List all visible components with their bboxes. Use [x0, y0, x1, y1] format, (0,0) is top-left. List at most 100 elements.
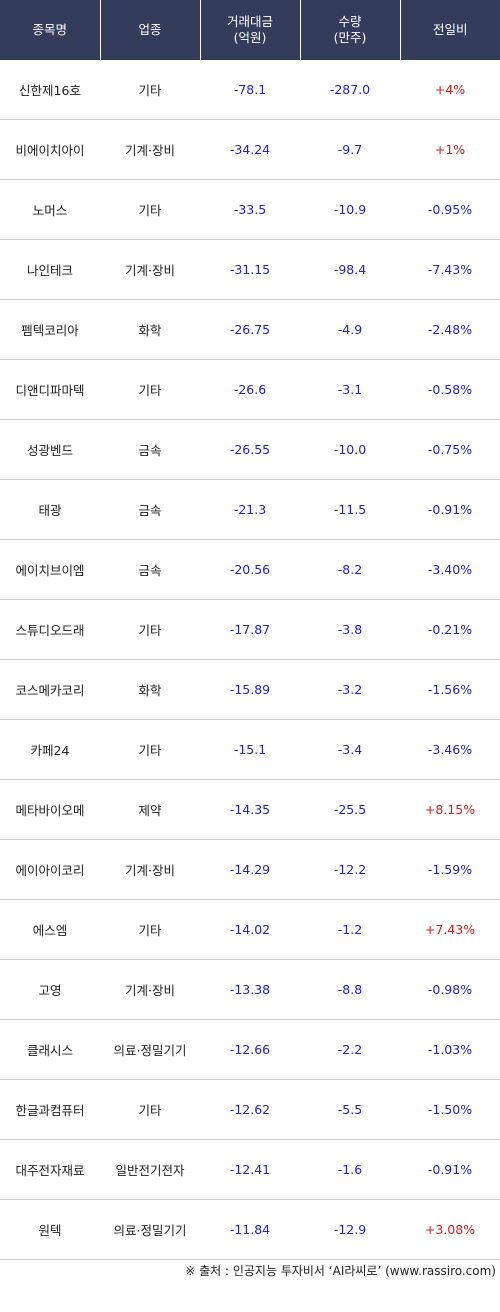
table-row: 태광 금속 -21.3 -11.5 -0.91% [0, 479, 500, 540]
change-cell: -1.59% [400, 839, 500, 900]
trade-value-cell: -26.6 [200, 359, 300, 420]
change-cell: -1.56% [400, 659, 500, 720]
table-row: 에스엠 기타 -14.02 -1.2 +7.43% [0, 899, 500, 960]
header-sector-label: 업종 [138, 22, 162, 37]
change-cell: -7.43% [400, 239, 500, 300]
table-row: 나인테크 기계·장비 -31.15 -98.4 -7.43% [0, 239, 500, 300]
stock-name-cell: 메타바이오메 [0, 779, 100, 840]
stock-name-cell: 에스엠 [0, 899, 100, 960]
table-row: 디앤디파마텍 기타 -26.6 -3.1 -0.58% [0, 359, 500, 420]
change-cell: -3.40% [400, 539, 500, 600]
sector-cell: 기계·장비 [100, 959, 200, 1020]
volume-cell: -9.7 [300, 119, 400, 180]
change-cell: -0.95% [400, 179, 500, 240]
trade-value-cell: -11.84 [200, 1199, 300, 1260]
stock-name-cell: 펨텍코리아 [0, 299, 100, 360]
change-cell: -0.21% [400, 599, 500, 660]
stock-name-cell: 성광벤드 [0, 419, 100, 480]
header-name-label: 종목명 [32, 22, 67, 37]
stock-name-cell: 나인테크 [0, 239, 100, 300]
stock-name-cell: 스튜디오드래 [0, 599, 100, 660]
sector-cell: 기계·장비 [100, 119, 200, 180]
table-header: 종목명 업종 거래대금 (억원) 수량 (만주) 전일비 [0, 0, 500, 60]
change-cell: -2.48% [400, 299, 500, 360]
stock-name-cell: 신한제16호 [0, 60, 100, 120]
change-cell: -3.46% [400, 719, 500, 780]
stock-name-cell: 노머스 [0, 179, 100, 240]
table-row: 에이아이코리 기계·장비 -14.29 -12.2 -1.59% [0, 839, 500, 900]
table-row: 한글과컴퓨터 기타 -12.62 -5.5 -1.50% [0, 1079, 500, 1140]
table-row: 성광벤드 금속 -26.55 -10.0 -0.75% [0, 419, 500, 480]
stock-name-cell: 디앤디파마텍 [0, 359, 100, 420]
table-row: 코스메카코리 화학 -15.89 -3.2 -1.56% [0, 659, 500, 720]
change-cell: +3.08% [400, 1199, 500, 1260]
header-value-line1: 거래대금 [226, 14, 273, 29]
table-row: 신한제16호 기타 -78.1 -287.0 +4% [0, 60, 500, 120]
table-row: 비에이치아이 기계·장비 -34.24 -9.7 +1% [0, 119, 500, 180]
trade-value-cell: -12.41 [200, 1139, 300, 1200]
stock-name-cell: 비에이치아이 [0, 119, 100, 180]
change-cell: -1.03% [400, 1019, 500, 1080]
sector-cell: 기타 [100, 719, 200, 780]
trade-value-cell: -26.55 [200, 419, 300, 480]
volume-cell: -12.2 [300, 839, 400, 900]
table-row: 스튜디오드래 기타 -17.87 -3.8 -0.21% [0, 599, 500, 660]
change-cell: +7.43% [400, 899, 500, 960]
header-change-label: 전일비 [432, 22, 468, 37]
source-note: ※ 출처 : 인공지능 투자비서 ‘AI라씨로’ (www.rassiro.co… [185, 1264, 496, 1278]
change-cell: -0.75% [400, 419, 500, 480]
header-value-line2: (억원) [233, 30, 267, 45]
table-row: 고영 기계·장비 -13.38 -8.8 -0.98% [0, 959, 500, 1020]
trade-value-cell: -12.66 [200, 1019, 300, 1080]
stock-name-cell: 카페24 [0, 719, 100, 780]
trade-value-cell: -17.87 [200, 599, 300, 660]
volume-cell: -25.5 [300, 779, 400, 840]
sector-cell: 기타 [100, 1079, 200, 1140]
sector-cell: 금속 [100, 419, 200, 480]
table-row: 노머스 기타 -33.5 -10.9 -0.95% [0, 179, 500, 240]
table-row: 메타바이오메 제약 -14.35 -25.5 +8.15% [0, 779, 500, 840]
volume-cell: -4.9 [300, 299, 400, 360]
trade-value-cell: -21.3 [200, 479, 300, 540]
header-change: 전일비 [400, 0, 500, 60]
table-row: 대주전자재료 일반전기전자 -12.41 -1.6 -0.91% [0, 1139, 500, 1200]
sector-cell: 제약 [100, 779, 200, 840]
change-cell: +1% [400, 119, 500, 180]
stock-name-cell: 원텍 [0, 1199, 100, 1260]
change-cell: +8.15% [400, 779, 500, 840]
trade-value-cell: -31.15 [200, 239, 300, 300]
header-volume: 수량 (만주) [300, 0, 401, 60]
volume-cell: -3.8 [300, 599, 400, 660]
trade-value-cell: -15.89 [200, 659, 300, 720]
stock-table: 종목명 업종 거래대금 (억원) 수량 (만주) 전일비 신한제16호 기타 -78.1… [0, 0, 500, 1260]
volume-cell: -11.5 [300, 479, 400, 540]
stock-name-cell: 고영 [0, 959, 100, 1020]
header-value: 거래대금 (억원) [200, 0, 301, 60]
trade-value-cell: -78.1 [200, 60, 300, 120]
trade-value-cell: -14.02 [200, 899, 300, 960]
sector-cell: 화학 [100, 659, 200, 720]
volume-cell: -10.0 [300, 419, 400, 480]
sector-cell: 의료·정밀기기 [100, 1199, 200, 1260]
change-cell: -0.58% [400, 359, 500, 420]
trade-value-cell: -15.1 [200, 719, 300, 780]
change-cell: -0.91% [400, 1139, 500, 1200]
sector-cell: 기계·장비 [100, 239, 200, 300]
trade-value-cell: -33.5 [200, 179, 300, 240]
sector-cell: 기타 [100, 359, 200, 420]
stock-name-cell: 에이치브이엠 [0, 539, 100, 600]
volume-cell: -5.5 [300, 1079, 400, 1140]
stock-name-cell: 태광 [0, 479, 100, 540]
header-name: 종목명 [0, 0, 101, 60]
volume-cell: -8.8 [300, 959, 400, 1020]
sector-cell: 기타 [100, 60, 200, 120]
sector-cell: 의료·정밀기기 [100, 1019, 200, 1080]
volume-cell: -2.2 [300, 1019, 400, 1080]
header-volume-line2: (만주) [333, 30, 367, 45]
volume-cell: -10.9 [300, 179, 400, 240]
stock-name-cell: 대주전자재료 [0, 1139, 100, 1200]
sector-cell: 기타 [100, 599, 200, 660]
volume-cell: -8.2 [300, 539, 400, 600]
trade-value-cell: -34.24 [200, 119, 300, 180]
